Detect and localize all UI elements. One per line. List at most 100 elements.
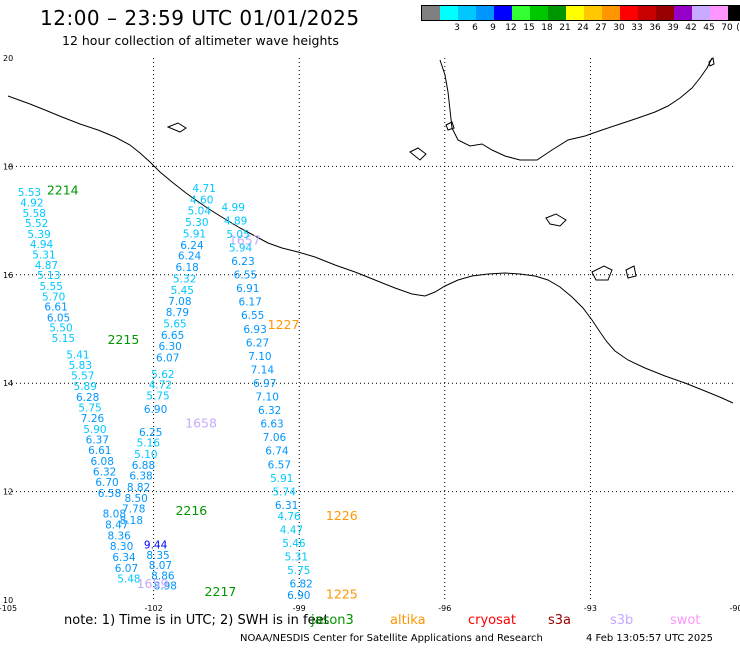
wave-height-value: 6.55: [241, 310, 264, 322]
color-swatch: [422, 6, 440, 20]
wave-height-value: 5.91: [270, 473, 293, 485]
satellite-pass: 1659: [137, 576, 169, 591]
wave-height-value: 5.75: [78, 402, 101, 414]
wave-height-value: 4.94: [30, 239, 54, 251]
color-scale-tick: 15: [523, 23, 535, 33]
wave-height-value: 6.58: [98, 488, 121, 500]
color-scale-tick: 3: [454, 23, 460, 33]
color-swatch: [584, 6, 602, 20]
wave-height-value: 4.89: [224, 215, 247, 227]
wave-height-value: 5.65: [163, 318, 186, 330]
laguna-de-terminos: [545, 213, 567, 227]
color-swatch: [512, 6, 530, 20]
wave-height-value: 5.41: [66, 349, 89, 361]
wave-height-value: 6.61: [88, 445, 111, 457]
color-swatch: [530, 6, 548, 20]
color-scale-tick: 42: [685, 23, 697, 33]
lon-tick-label: -102: [145, 604, 163, 613]
wave-height-value: 6.32: [93, 466, 116, 478]
wave-height-value: 4.71: [192, 183, 215, 195]
laguna-bacalar: [625, 265, 637, 279]
axis-labels: -105 -102 -99 -96 -93 -90 20 18 16 14 12 10: [0, 54, 740, 613]
wave-height-value: 6.27: [246, 337, 269, 349]
wave-height-value: 5.74: [273, 486, 297, 498]
satellite-legend-item: s3a: [548, 613, 572, 628]
wave-height-value: 5.30: [185, 217, 208, 229]
wave-height-value: 5.45: [171, 285, 194, 297]
color-scale-tick: 6: [472, 23, 478, 33]
wave-height-value: 6.30: [158, 341, 181, 353]
wave-height-value: 6.93: [243, 324, 266, 336]
wave-height-value: 5.90: [83, 424, 106, 436]
wave-height-value: 7.78: [122, 504, 145, 516]
satellite-pass: 4.994.895.055.946.236.556.916.176.556.93…: [222, 202, 300, 390]
color-swatch: [638, 6, 656, 20]
satellite-legend-item: cryosat: [468, 613, 516, 628]
wave-height-value: 5.05: [226, 229, 249, 241]
color-swatch: [620, 6, 638, 20]
color-swatch: [674, 6, 692, 20]
satellite-pass: 8.088.478.368.306.346.075.48 2216: [103, 503, 208, 586]
pass-time-label: 1225: [326, 586, 358, 601]
color-scale-tick: 21: [559, 23, 571, 33]
lake-islet: [445, 121, 455, 131]
wave-height-value: 5.70: [42, 291, 65, 303]
lat-tick-label: 10: [3, 596, 13, 605]
wave-height-value: 6.23: [231, 256, 254, 268]
wave-height-value: 7.10: [256, 392, 279, 404]
satellite-legend-item: jason3: [311, 613, 354, 628]
satellite-legend-item: swot: [670, 613, 701, 628]
wave-height-value: 5.53: [18, 187, 41, 199]
wave-height-value: 4.47: [280, 524, 303, 536]
mexico-pacific-coastline: [7, 95, 734, 404]
color-swatch: [710, 6, 728, 20]
wave-height-value: 4.72: [149, 380, 172, 392]
wave-height-value: 5.91: [183, 228, 206, 240]
wave-height-value: 5.32: [173, 273, 196, 285]
wave-height-value: 5.94: [229, 242, 253, 254]
wave-height-value: 8.08: [103, 509, 126, 521]
wave-height-value: 6.08: [91, 456, 114, 468]
satellite-pass: 5.624.725.75 6.90 6.255.165.106.886.388.82…: [120, 369, 217, 593]
wave-height-value: 7.06: [263, 432, 287, 444]
wave-height-value: 6.61: [44, 302, 67, 314]
color-swatch: [548, 6, 566, 20]
color-scale-tick: 12: [505, 23, 517, 33]
wave-height-value: 4.92: [20, 198, 43, 210]
lat-tick-label: 12: [3, 488, 13, 497]
wave-height-value: 5.62: [151, 369, 174, 381]
wave-height-value: 4.87: [35, 260, 58, 272]
lon-tick-label: -90: [729, 604, 740, 613]
wave-height-value: 6.17: [239, 297, 262, 309]
color-swatch: [602, 6, 620, 20]
wave-height-value: 8.82: [127, 482, 150, 494]
wave-height-value: 5.10: [134, 449, 157, 461]
wave-height-value: 6.28: [76, 392, 99, 404]
lat-tick-label: 14: [3, 379, 13, 388]
wave-height-value: 8.35: [146, 550, 169, 562]
footer-timestamp: 4 Feb 13:05:57 UTC 2025: [586, 633, 713, 644]
gulf-of-mexico-coastline: [439, 57, 713, 161]
wave-height-value: 6.88: [132, 460, 155, 472]
wave-height-value: 5.75: [146, 390, 169, 402]
wave-height-value: 9.44: [144, 540, 168, 552]
wave-height-value: 5.58: [23, 208, 46, 220]
satellite-pass: 5.534.925.585.525.394.945.314.875.135.55…: [18, 183, 79, 345]
wave-height-value: 8.30: [110, 541, 133, 553]
wave-height-value: 6.65: [161, 330, 184, 342]
wave-height-value: 5.31: [32, 250, 55, 262]
color-scale-tick: 39: [667, 23, 679, 33]
wave-height-value: 6.07: [115, 563, 138, 575]
wave-height-value: 8.07: [149, 560, 172, 572]
wave-height-value: 6.24: [180, 240, 204, 252]
satellite-legend-item: s3b: [610, 613, 634, 628]
lake-atitlan: [591, 265, 613, 281]
color-swatch: [458, 6, 476, 20]
wave-height-value: 6.74: [265, 446, 289, 458]
lat-tick-label: 18: [3, 162, 13, 171]
satellite-pass: 7.106.32 6.637.06 6.746.57 5.915.74 6.314.76…: [256, 392, 358, 602]
wave-height-value: 8.36: [107, 530, 131, 542]
lake-izabal: [409, 147, 427, 161]
